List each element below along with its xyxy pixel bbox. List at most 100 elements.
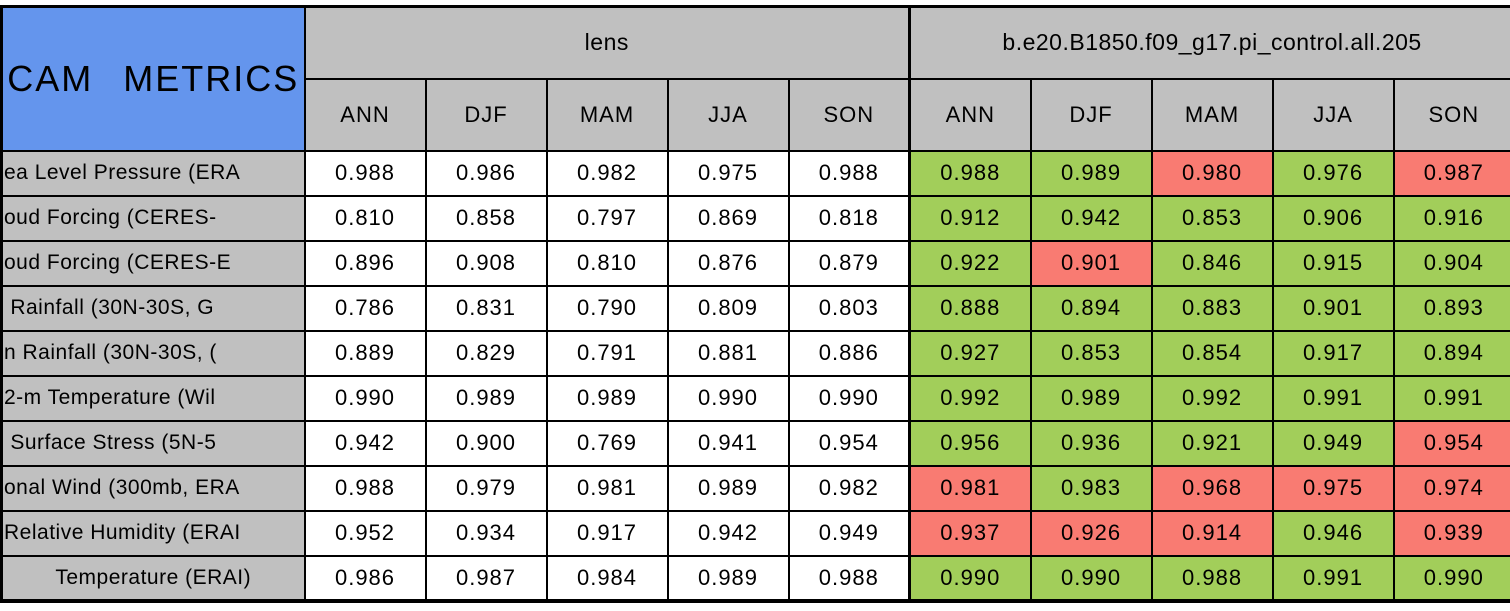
row-label: ea Level Pressure (ERA — [0, 149, 306, 197]
lens-value-cell: 0.990 — [303, 374, 427, 422]
lens-value-cell: 0.881 — [666, 329, 790, 377]
model-value-cell: 0.949 — [1271, 419, 1395, 467]
table-row: oud Forcing (CERES-E 0.896 0.908 0.810 0… — [0, 239, 1510, 287]
lens-value-cell: 0.889 — [303, 329, 427, 377]
model-value-cell: 0.974 — [1392, 464, 1510, 512]
season-header-row: ANN DJF MAM JJA SON ANN DJF MAM JJA SON — [2, 77, 1510, 152]
table-row: oud Forcing (CERES- 0.810 0.858 0.797 0.… — [0, 194, 1510, 242]
model-value-cell: 0.988 — [1150, 554, 1274, 602]
lens-value-cell: 0.986 — [303, 554, 427, 602]
model-value-cell: 0.946 — [1271, 509, 1395, 557]
season-header-djf: DJF — [1029, 77, 1153, 152]
lens-value-cell: 0.989 — [545, 374, 669, 422]
model-value-cell: 0.968 — [1150, 464, 1274, 512]
lens-value-cell: 0.988 — [787, 149, 911, 197]
lens-value-cell: 0.829 — [424, 329, 548, 377]
model-value-cell: 0.853 — [1029, 329, 1153, 377]
lens-value-cell: 0.934 — [424, 509, 548, 557]
model-value-cell: 0.901 — [1029, 239, 1153, 287]
model-value-cell: 0.906 — [1271, 194, 1395, 242]
model-value-cell: 0.983 — [1029, 464, 1153, 512]
lens-value-cell: 0.979 — [424, 464, 548, 512]
lens-value-cell: 0.886 — [787, 329, 911, 377]
table-row: ea Level Pressure (ERA 0.988 0.986 0.982… — [0, 149, 1510, 197]
lens-value-cell: 0.790 — [545, 284, 669, 332]
model-value-cell: 0.888 — [908, 284, 1032, 332]
lens-value-cell: 0.988 — [303, 464, 427, 512]
lens-value-cell: 0.791 — [545, 329, 669, 377]
model-value-cell: 0.942 — [1029, 194, 1153, 242]
season-header-son: SON — [787, 77, 911, 152]
row-label: 2-m Temperature (Wil — [0, 374, 306, 422]
lens-value-cell: 0.988 — [303, 149, 427, 197]
row-label: Relative Humidity (ERAI — [0, 509, 306, 557]
season-header-djf: DJF — [424, 77, 548, 152]
model-value-cell: 0.989 — [1029, 149, 1153, 197]
lens-value-cell: 0.769 — [545, 419, 669, 467]
model-value-cell: 0.853 — [1150, 194, 1274, 242]
lens-value-cell: 0.810 — [303, 194, 427, 242]
model-value-cell: 0.981 — [908, 464, 1032, 512]
model-value-cell: 0.990 — [1392, 554, 1510, 602]
cam-metrics-table: CAM METRICS lens b.e20.B1850.f09_g17.pi_… — [0, 5, 1510, 603]
lens-value-cell: 0.941 — [666, 419, 790, 467]
season-header-mam: MAM — [545, 77, 669, 152]
lens-value-cell: 0.908 — [424, 239, 548, 287]
model-value-cell: 0.917 — [1271, 329, 1395, 377]
lens-value-cell: 0.988 — [787, 554, 911, 602]
model-value-cell: 0.976 — [1271, 149, 1395, 197]
lens-value-cell: 0.982 — [787, 464, 911, 512]
model-value-cell: 0.904 — [1392, 239, 1510, 287]
lens-value-cell: 0.981 — [545, 464, 669, 512]
model-value-cell: 0.894 — [1029, 284, 1153, 332]
table-row: 2-m Temperature (Wil 0.990 0.989 0.989 0… — [0, 374, 1510, 422]
lens-value-cell: 0.982 — [545, 149, 669, 197]
lens-value-cell: 0.989 — [424, 374, 548, 422]
season-header-ann: ANN — [303, 77, 427, 152]
lens-value-cell: 0.896 — [303, 239, 427, 287]
lens-value-cell: 0.818 — [787, 194, 911, 242]
lens-value-cell: 0.869 — [666, 194, 790, 242]
lens-value-cell: 0.786 — [303, 284, 427, 332]
model-value-cell: 0.992 — [1150, 374, 1274, 422]
model-value-cell: 0.936 — [1029, 419, 1153, 467]
lens-value-cell: 0.986 — [424, 149, 548, 197]
group-header-model-case: b.e20.B1850.f09_g17.pi_control.all.205 — [908, 5, 1510, 80]
table-row: n Rainfall (30N-30S, ( 0.889 0.829 0.791… — [0, 329, 1510, 377]
model-value-cell: 0.921 — [1150, 419, 1274, 467]
model-value-cell: 0.901 — [1271, 284, 1395, 332]
model-value-cell: 0.975 — [1271, 464, 1395, 512]
lens-value-cell: 0.990 — [666, 374, 790, 422]
model-value-cell: 0.916 — [1392, 194, 1510, 242]
row-label: oud Forcing (CERES- — [0, 194, 306, 242]
model-value-cell: 0.988 — [908, 149, 1032, 197]
model-value-cell: 0.914 — [1150, 509, 1274, 557]
model-value-cell: 0.883 — [1150, 284, 1274, 332]
lens-value-cell: 0.900 — [424, 419, 548, 467]
lens-value-cell: 0.803 — [787, 284, 911, 332]
season-header-jja: JJA — [666, 77, 790, 152]
lens-value-cell: 0.989 — [666, 554, 790, 602]
lens-value-cell: 0.975 — [666, 149, 790, 197]
lens-value-cell: 0.989 — [666, 464, 790, 512]
lens-value-cell: 0.952 — [303, 509, 427, 557]
model-value-cell: 0.990 — [908, 554, 1032, 602]
lens-value-cell: 0.858 — [424, 194, 548, 242]
model-value-cell: 0.893 — [1392, 284, 1510, 332]
model-value-cell: 0.937 — [908, 509, 1032, 557]
lens-value-cell: 0.942 — [303, 419, 427, 467]
model-value-cell: 0.922 — [908, 239, 1032, 287]
row-label: n Rainfall (30N-30S, ( — [0, 329, 306, 377]
season-header-mam: MAM — [1150, 77, 1274, 152]
model-value-cell: 0.989 — [1029, 374, 1153, 422]
table-row: Temperature (ERAI) 0.986 0.987 0.984 0.9… — [0, 554, 1510, 602]
model-value-cell: 0.954 — [1392, 419, 1510, 467]
lens-value-cell: 0.809 — [666, 284, 790, 332]
row-label: Temperature (ERAI) — [0, 554, 306, 602]
lens-value-cell: 0.987 — [424, 554, 548, 602]
model-value-cell: 0.990 — [1029, 554, 1153, 602]
group-header-lens: lens — [303, 5, 911, 80]
lens-value-cell: 0.990 — [787, 374, 911, 422]
table-row: Rainfall (30N-30S, G 0.786 0.831 0.790 0… — [0, 284, 1510, 332]
